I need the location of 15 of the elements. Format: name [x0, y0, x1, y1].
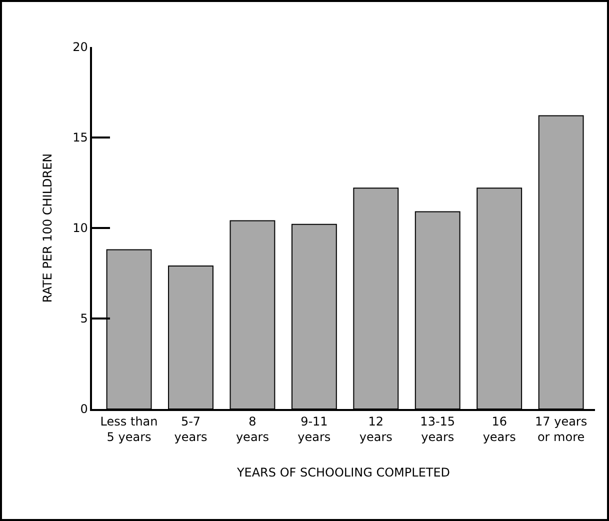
x-tick-label: 16 years — [482, 414, 516, 444]
y-tick-label: 10 — [72, 221, 88, 236]
y-tick-label: 0 — [80, 402, 88, 416]
x-tick-label: 5-7 years — [174, 414, 208, 444]
x-tick-label: 13-15 years — [420, 414, 456, 444]
y-axis-title: RATE PER 100 CHILDREN — [40, 153, 54, 303]
x-tick-label: 8 years — [236, 414, 269, 444]
y-tick-label: 20 — [72, 40, 88, 54]
x-tick-label: 9-11 years — [298, 414, 331, 444]
x-tick-label: 17 years or more — [535, 414, 588, 444]
x-tick-label: 12 years — [359, 414, 392, 444]
x-axis-title: YEARS OF SCHOOLING COMPLETED — [236, 465, 450, 480]
x-tick-label: Less than 5 years — [100, 414, 158, 444]
y-tick-label: 15 — [72, 130, 88, 145]
y-tick-label: 5 — [80, 312, 88, 326]
